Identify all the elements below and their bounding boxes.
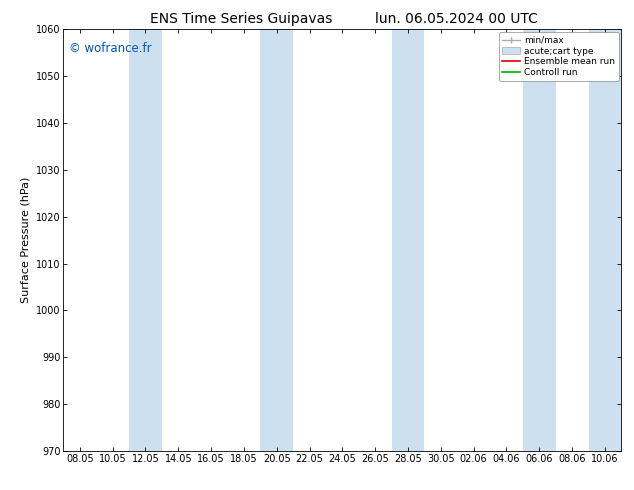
- Bar: [523, 29, 555, 451]
- Bar: [261, 29, 293, 451]
- Legend: min/max, acute;cart type, Ensemble mean run, Controll run: min/max, acute;cart type, Ensemble mean …: [499, 32, 619, 81]
- Text: © wofrance.fr: © wofrance.fr: [69, 42, 152, 55]
- Text: ENS Time Series Guipavas: ENS Time Series Guipavas: [150, 12, 332, 26]
- Bar: [392, 29, 424, 451]
- Text: lun. 06.05.2024 00 UTC: lun. 06.05.2024 00 UTC: [375, 12, 538, 26]
- Bar: [588, 29, 621, 451]
- Bar: [129, 29, 162, 451]
- Y-axis label: Surface Pressure (hPa): Surface Pressure (hPa): [20, 177, 30, 303]
